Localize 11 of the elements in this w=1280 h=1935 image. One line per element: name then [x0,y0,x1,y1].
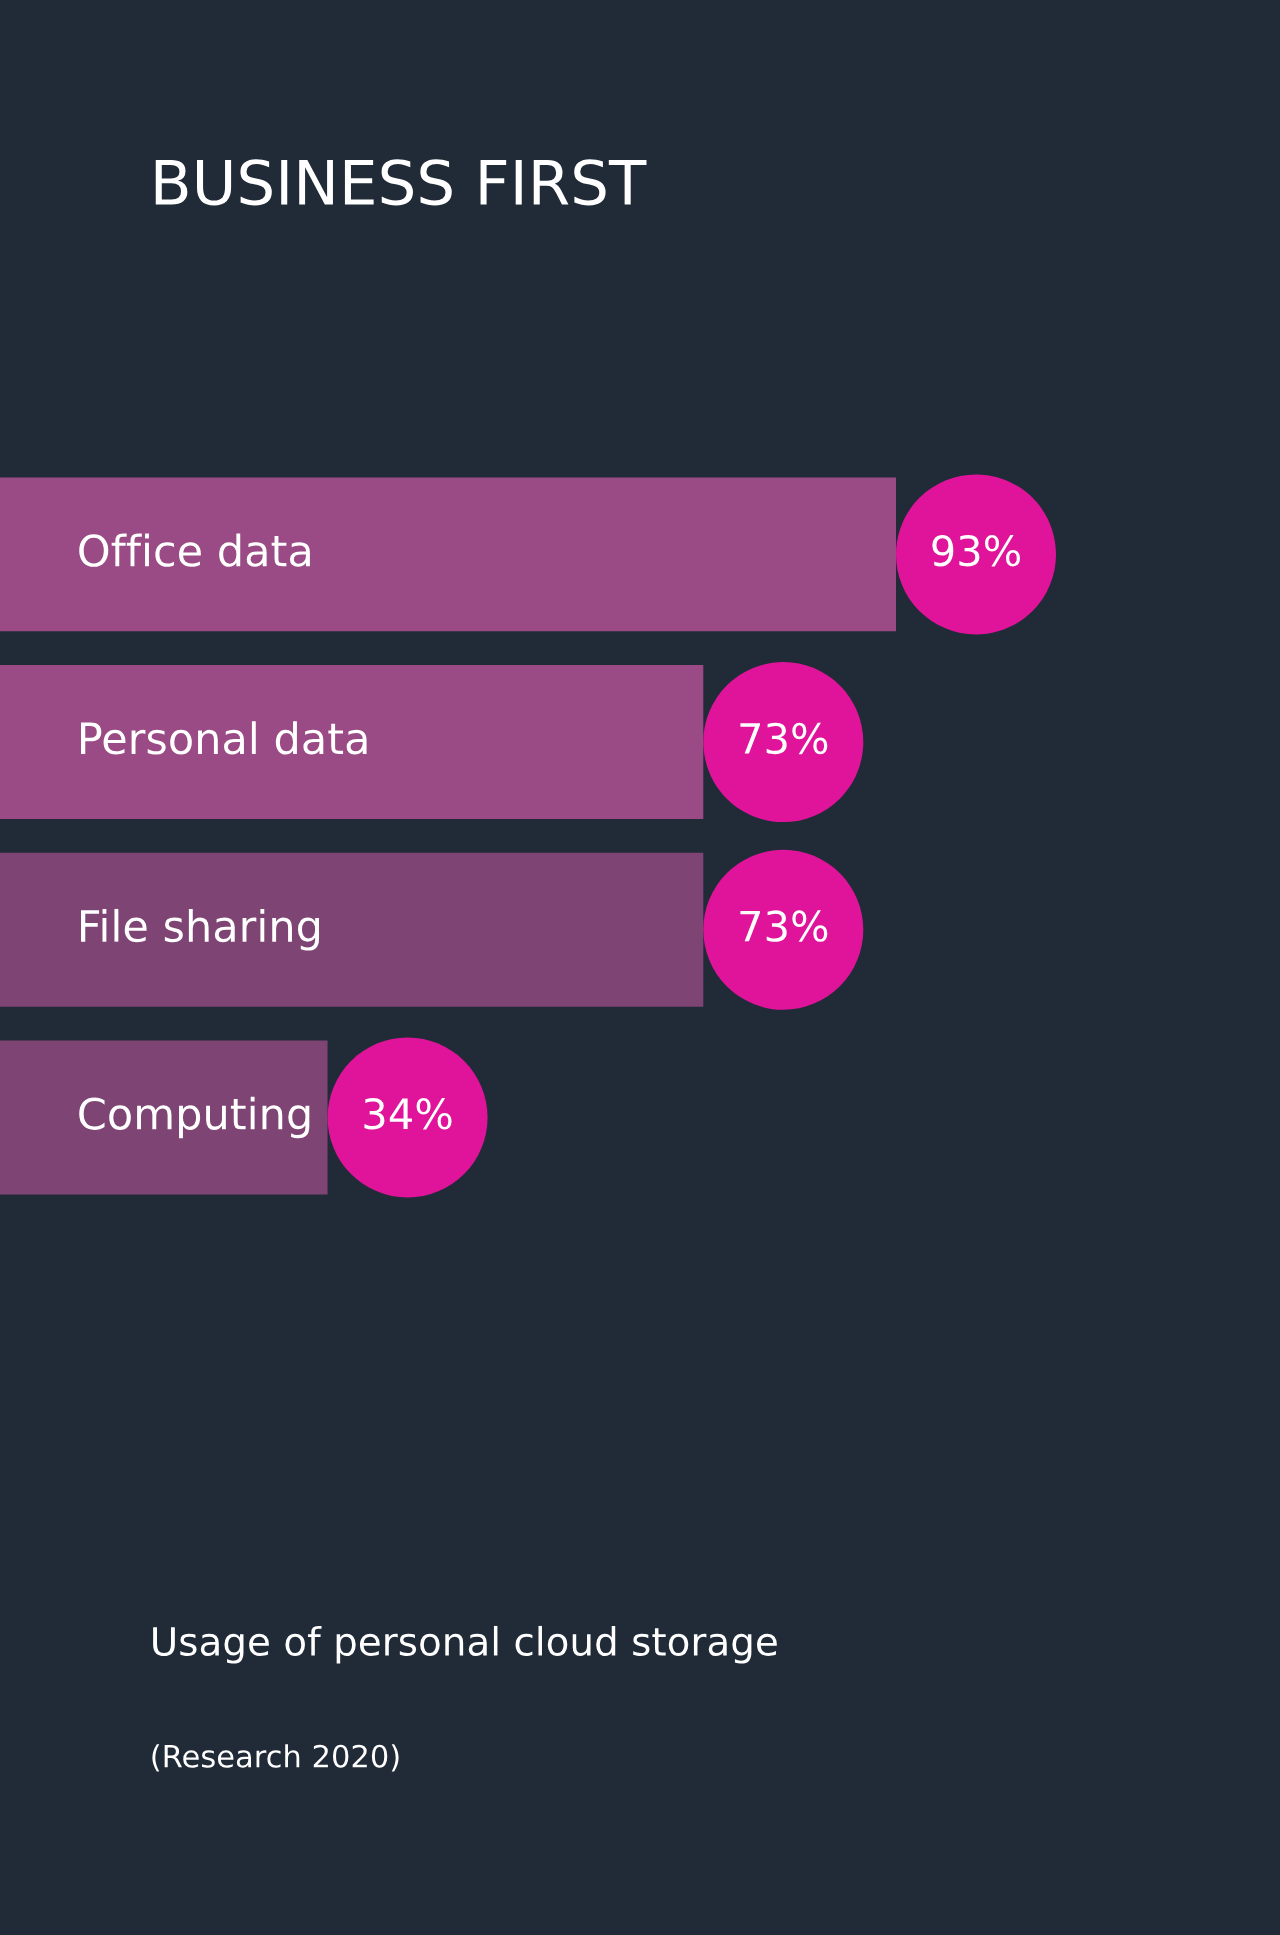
data-label: 73% [740,910,828,942]
text: (Research 2020) [152,1744,399,1772]
y-tick-label: Personal data [81,721,367,755]
data-label: 34% [364,1098,452,1130]
chart-title: BUSINESS FIRST [155,159,647,206]
text: Usage of personal cloud storage [153,1625,777,1664]
data-label: 93% [932,534,1021,567]
y-tick-label: Office data [79,533,310,567]
data-label: 73% [740,722,828,755]
y-tick-label: Computing [79,1096,310,1139]
y-tick-label: File sharing [81,908,320,951]
